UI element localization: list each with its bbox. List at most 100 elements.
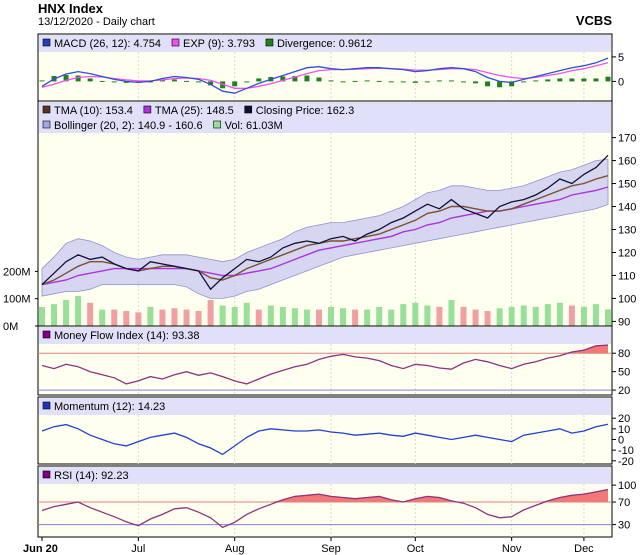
volume-bar — [231, 306, 238, 326]
divergence-bar — [111, 81, 117, 83]
volume-bar — [484, 310, 491, 326]
y-tick-label: 130 — [618, 225, 636, 237]
y-tick-label: 20 — [618, 385, 630, 397]
panel-macd: MACD (26, 12): 4.754 EXP (9): 3.793 Diverg… — [37, 33, 624, 102]
legend-entry: Vol: 61.03M — [225, 120, 283, 132]
volume-bar — [496, 308, 503, 326]
exp-line — [41, 62, 609, 89]
legend-swatch — [42, 401, 51, 410]
volume-bar — [315, 309, 322, 326]
volume-bar — [424, 305, 431, 326]
divergence-bar — [99, 80, 105, 82]
divergence-bar — [184, 80, 190, 82]
volume-bar — [544, 304, 551, 326]
volume-bar — [207, 300, 214, 326]
legend-swatch — [42, 120, 51, 129]
volume-bar — [436, 306, 443, 326]
legend-bar — [39, 398, 611, 415]
volume-bar — [243, 302, 250, 326]
legend-swatch — [244, 105, 253, 114]
chart-title: HNX Index — [38, 1, 104, 16]
legend-entry: Money Flow Index (14): 93.38 — [54, 330, 200, 342]
panel-price: TMA (10): 153.4 TMA (25): 148.5 Closing Pr… — [3, 100, 636, 333]
volume-bar — [171, 308, 178, 326]
divergence-bar — [340, 81, 346, 83]
volume-bar — [388, 309, 395, 326]
volume-bar — [460, 306, 467, 326]
volume-bar — [183, 309, 190, 326]
divergence-bar — [376, 80, 382, 82]
divergence-bar — [304, 75, 310, 82]
volume-tick-label: 0M — [3, 321, 18, 333]
y-tick-label: 0 — [618, 435, 624, 447]
divergence-bar — [256, 78, 262, 82]
volume-bar — [159, 309, 166, 326]
divergence-bar — [196, 81, 202, 83]
divergence-bar — [485, 81, 491, 87]
divergence-bar — [292, 76, 298, 82]
legend-swatch — [42, 38, 51, 47]
volume-bar — [39, 306, 45, 326]
bollinger-band — [41, 158, 609, 299]
divergence-bar — [75, 75, 81, 82]
y-tick-label: 20 — [618, 413, 630, 425]
divergence-bar — [316, 77, 322, 82]
x-axis: Jun 20 Jul Aug Sep Oct Nov Dec — [23, 537, 594, 555]
legend-bar — [39, 102, 611, 133]
volume-bar — [532, 306, 539, 326]
legend-entry: Divergence: 0.9612 — [277, 38, 372, 50]
panel-mfi: Money Flow Index (14): 93.38 80 50 20 — [37, 325, 630, 397]
macd-line — [41, 57, 609, 94]
legend-entry: EXP (9): 3.793 — [183, 38, 255, 50]
y-tick-label: 70 — [618, 497, 630, 509]
divergence-bar — [605, 76, 611, 82]
divergence-bar — [557, 78, 563, 82]
mfi-line — [41, 344, 609, 385]
volume-bar — [279, 306, 286, 326]
momentum-line — [41, 423, 609, 456]
divergence-bar — [123, 81, 129, 83]
volume-bar — [51, 304, 58, 326]
panel-rsi: RSI (14): 92.23 100 70 30 — [37, 465, 636, 538]
legend-bar — [39, 467, 611, 484]
legend-entry: MACD (26, 12): 4.754 — [54, 38, 161, 50]
closing-price-line — [41, 154, 609, 291]
legend-swatch — [42, 330, 51, 339]
x-tick-label: Dec — [574, 543, 594, 555]
legend-entry: RSI (14): 92.23 — [54, 470, 129, 482]
legend-swatch — [171, 38, 180, 47]
volume-bar — [376, 306, 383, 326]
volume-bar — [303, 309, 310, 326]
divergence-bar — [424, 81, 430, 83]
divergence-bar — [280, 76, 286, 82]
divergence-bar — [232, 81, 238, 87]
legend-swatch — [42, 470, 51, 479]
volume-bar — [568, 305, 575, 326]
divergence-bar — [63, 75, 69, 82]
legend-entry: TMA (10): 153.4 — [54, 105, 133, 117]
volume-bar — [328, 306, 335, 326]
legend-bar — [39, 327, 611, 344]
divergence-bar — [388, 81, 394, 83]
volume-tick-label: 100M — [3, 294, 31, 306]
volume-bar — [508, 306, 515, 326]
volume-bar — [291, 308, 298, 326]
divergence-bar — [593, 78, 599, 82]
volume-bar — [147, 306, 154, 326]
y-tick-label: 110 — [618, 270, 636, 282]
divergence-bar — [509, 81, 515, 87]
y-tick-label: 5 — [618, 52, 624, 64]
y-tick-label: 80 — [618, 348, 630, 360]
volume-bar — [99, 309, 106, 326]
y-tick-label: 0 — [618, 76, 624, 88]
volume-bar — [267, 305, 274, 326]
legend-swatch — [213, 120, 221, 129]
y-tick-label: 10 — [618, 424, 630, 436]
divergence-bar — [545, 79, 551, 82]
divergence-bar — [436, 80, 442, 82]
y-tick-label: 50 — [618, 367, 630, 379]
volume-bar — [592, 304, 599, 326]
divergence-bar — [581, 78, 587, 82]
divergence-bar — [244, 81, 250, 83]
